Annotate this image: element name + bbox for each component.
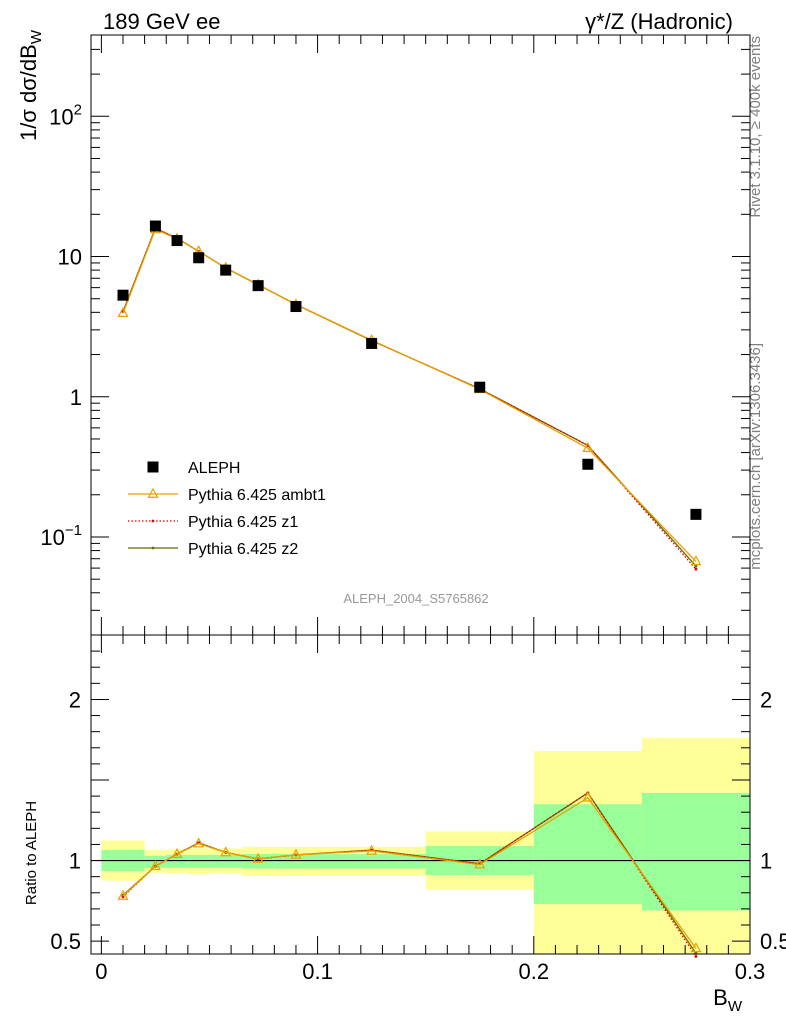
main-aleph-point xyxy=(690,508,702,520)
main-ambt1-line xyxy=(122,228,697,562)
x-ticks: 0 0.1 0.2 0.3 xyxy=(95,35,765,984)
main-panel: 10−1 1 10 102 xyxy=(40,34,751,636)
ratio-y-axis-label: Ratio to ALEPH xyxy=(23,801,40,905)
main-y-axis-label: 1/σ dσ/dBW xyxy=(16,29,45,141)
ratio-inner-band xyxy=(209,854,242,868)
ratio-y-tick-label: 1 xyxy=(69,849,81,874)
mcplots-label: mcplots.cern.ch [arXiv:1306.3436] xyxy=(747,343,764,570)
x-tick-label: 0 xyxy=(95,959,107,984)
main-y-tick-label: 10 xyxy=(58,245,82,270)
x-tick-label: 0.1 xyxy=(302,959,333,984)
ratio-inner-band xyxy=(533,804,642,905)
ratio-ambt1-point xyxy=(690,942,702,953)
ratio-y-ticks: 0.5 0.5 1 1 2 2 xyxy=(50,650,786,954)
main-aleph-point xyxy=(117,289,129,301)
ratio-inner-band xyxy=(166,854,188,868)
ratio-panel: 0.5 0.5 1 1 2 2 0 0.1 0.2 0.3 xyxy=(50,35,786,984)
ratio-y-tick-label-right: 0.5 xyxy=(760,929,786,954)
ratio-ambt1-point xyxy=(149,859,161,871)
ratio-z1-point xyxy=(694,955,698,958)
main-ambt1-point xyxy=(690,555,702,566)
main-aleph-point xyxy=(149,220,161,232)
ratio-ambt1-point xyxy=(117,889,129,900)
ratio-ambt1-point xyxy=(582,791,594,802)
ratio-inner-band xyxy=(317,854,426,869)
main-z1-point xyxy=(694,567,698,571)
main-z2-point xyxy=(694,564,698,568)
main-aleph-point xyxy=(474,381,486,393)
ratio-ambt1-point xyxy=(193,837,205,848)
main-aleph-point xyxy=(193,252,205,264)
process-title: γ*/Z (Hadronic) xyxy=(585,9,733,34)
ratio-ambt1-point xyxy=(220,846,232,857)
main-y-ticks: 10−1 1 10 102 xyxy=(40,48,750,636)
main-plot-area xyxy=(117,220,702,571)
rivet-label: Rivet 3.1.10, ≥ 400k events xyxy=(747,36,764,218)
main-aleph-point xyxy=(290,301,302,313)
legend-marker xyxy=(147,461,159,473)
ratio-ambt1-point xyxy=(252,852,264,863)
x-tick-label: 0.2 xyxy=(518,959,549,984)
legend-label: Pythia 6.425 z2 xyxy=(188,541,298,558)
legend-marker xyxy=(151,546,155,550)
legend-label: Pythia 6.425 z1 xyxy=(188,514,298,531)
legend-marker xyxy=(151,519,155,523)
legend-label: Pythia 6.425 ambt1 xyxy=(188,487,326,504)
ratio-z1-line xyxy=(122,792,697,957)
ratio-y-tick-label-right: 1 xyxy=(760,849,772,874)
main-y-tick-label: 1 xyxy=(70,385,82,410)
legend: ALEPH Pythia 6.425 ambt1 Pythia 6.425 z1 Py… xyxy=(128,460,326,558)
main-aleph-point xyxy=(582,458,594,470)
ratio-inner-band xyxy=(187,854,210,868)
ratio-y-tick-label: 2 xyxy=(69,687,81,712)
ratio-y-tick-label-right: 2 xyxy=(760,687,772,712)
ratio-uncertainty-bands xyxy=(91,738,750,954)
analysis-label: ALEPH_2004_S5765862 xyxy=(343,591,488,606)
main-aleph-point xyxy=(252,280,264,292)
ratio-ambt1-point xyxy=(366,844,378,855)
legend-label: ALEPH xyxy=(188,460,240,477)
main-y-tick-label: 102 xyxy=(49,101,82,129)
ratio-frame xyxy=(90,634,751,955)
main-aleph-point xyxy=(220,264,232,276)
legend-entry: ALEPH xyxy=(147,460,240,477)
main-ambt1-point xyxy=(582,441,594,453)
main-aleph-point xyxy=(366,337,378,349)
ratio-ambt1-line xyxy=(122,796,697,949)
legend-marker xyxy=(147,487,159,498)
energy-title: 189 GeV ee xyxy=(103,9,220,34)
main-ambt1-point xyxy=(117,306,129,317)
x-tick-label: 0.3 xyxy=(735,959,766,984)
ratio-plot-area xyxy=(117,791,702,958)
legend-entry: Pythia 6.425 ambt1 xyxy=(128,487,326,504)
ratio-y-tick-label: 0.5 xyxy=(50,929,81,954)
ratio-ambt1-point xyxy=(290,848,302,859)
ratio-inner-band xyxy=(641,792,750,911)
ratio-ambt1-point xyxy=(474,858,486,869)
x-axis-label: BW xyxy=(713,985,743,1015)
ratio-inner-band xyxy=(274,854,318,869)
main-y-tick-label: 10−1 xyxy=(40,522,82,550)
main-aleph-point xyxy=(171,235,183,247)
ratio-ambt1-point xyxy=(171,847,183,858)
legend-entry: Pythia 6.425 z2 xyxy=(128,541,298,558)
legend-entry: Pythia 6.425 z1 xyxy=(128,514,298,531)
